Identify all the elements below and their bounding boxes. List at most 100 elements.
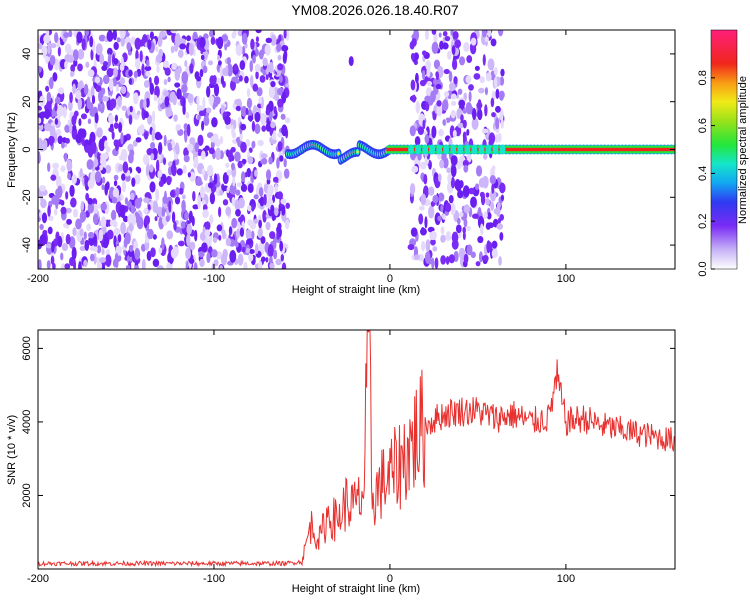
noise-spot <box>85 30 90 37</box>
noise-spot <box>144 215 151 225</box>
noise-spot <box>462 231 466 241</box>
noise-spot <box>143 80 150 88</box>
noise-spot <box>495 117 500 130</box>
noise-spot <box>491 248 498 259</box>
noise-spot <box>277 222 282 230</box>
noise-spot <box>135 137 142 143</box>
noise-spot <box>481 128 489 134</box>
noise-spot <box>72 83 76 95</box>
noise-spot <box>61 243 69 252</box>
noise-spot <box>213 97 219 108</box>
noise-spot <box>199 258 205 268</box>
noise-spot <box>438 173 442 183</box>
noise-spot <box>174 82 181 88</box>
noise-spot <box>277 63 284 71</box>
noise-spot <box>111 209 117 221</box>
noise-spot <box>89 131 96 145</box>
noise-spot <box>426 80 433 86</box>
noise-spot <box>485 198 490 206</box>
noise-spot <box>210 140 215 149</box>
noise-spot <box>259 49 264 60</box>
noise-spot <box>229 183 237 195</box>
noise-spot <box>453 76 458 85</box>
noise-spot <box>435 71 440 81</box>
noise-spot <box>208 95 215 105</box>
noise-spot <box>177 128 184 136</box>
noise-spot <box>483 211 488 219</box>
noise-spot <box>211 117 218 128</box>
noise-spot <box>66 159 73 172</box>
noise-spot <box>482 54 486 66</box>
noise-spot <box>452 129 457 138</box>
noise-spot <box>220 253 228 266</box>
noise-spot <box>252 83 259 92</box>
noise-spot <box>168 200 172 213</box>
noise-spot <box>427 258 434 265</box>
noise-spot <box>84 174 88 187</box>
noise-spot <box>48 215 54 221</box>
snr-frame <box>37 329 676 570</box>
noise-spot <box>87 202 94 214</box>
noise-spot <box>258 228 263 239</box>
signal-core <box>337 152 340 156</box>
noise-spot <box>442 157 449 169</box>
noise-spot <box>89 35 94 48</box>
noise-spot <box>159 30 166 38</box>
noise-spot <box>86 223 92 231</box>
noise-spot <box>65 233 71 245</box>
noise-spot <box>108 114 114 125</box>
noise-spot <box>218 206 222 218</box>
noise-spot <box>162 157 167 166</box>
noise-spot <box>465 75 472 84</box>
noise-spot <box>163 90 169 97</box>
noise-spot <box>268 85 275 99</box>
snr-series-line <box>38 330 675 568</box>
noise-spot <box>49 125 56 138</box>
noise-spot <box>158 247 163 254</box>
noise-spot <box>248 253 254 262</box>
noise-spot <box>77 63 83 72</box>
noise-spot <box>439 40 444 50</box>
noise-spot <box>419 79 427 87</box>
noise-spot <box>206 164 214 177</box>
signal-spot <box>415 144 422 155</box>
signal-spot <box>436 144 443 155</box>
noise-spot <box>96 261 103 269</box>
noise-spot <box>128 69 133 77</box>
noise-spot <box>240 123 247 131</box>
noise-spot <box>115 83 119 93</box>
noise-spot <box>200 54 205 61</box>
noise-spot <box>283 30 287 39</box>
noise-spot <box>282 52 287 64</box>
noise-spot <box>216 224 223 232</box>
noise-spot <box>272 176 279 183</box>
noise-spot <box>219 189 224 196</box>
noise-spot <box>99 164 103 171</box>
noise-spot <box>277 141 283 152</box>
noise-spot <box>213 83 220 97</box>
noise-spot <box>154 75 160 86</box>
noise-spot <box>191 216 195 227</box>
noise-spot <box>474 183 480 191</box>
noise-spot <box>463 204 471 214</box>
noise-spot <box>458 99 466 108</box>
noise-spot <box>418 253 424 262</box>
noise-spot <box>426 66 431 78</box>
noise-spot <box>281 45 289 52</box>
noise-spot <box>423 173 428 185</box>
noise-spot <box>162 60 170 69</box>
noise-spot <box>495 105 501 113</box>
noise-spot <box>104 232 108 246</box>
noise-spot <box>491 240 498 249</box>
noise-spot <box>274 94 280 101</box>
noise-spot <box>259 75 266 83</box>
noise-spot <box>246 97 252 109</box>
noise-spot <box>102 176 106 184</box>
noise-spot <box>133 70 138 79</box>
noise-spot <box>490 72 495 81</box>
noise-spot <box>247 204 252 212</box>
noise-spot <box>247 115 254 121</box>
noise-spot <box>196 75 202 82</box>
noise-spot <box>211 249 218 258</box>
